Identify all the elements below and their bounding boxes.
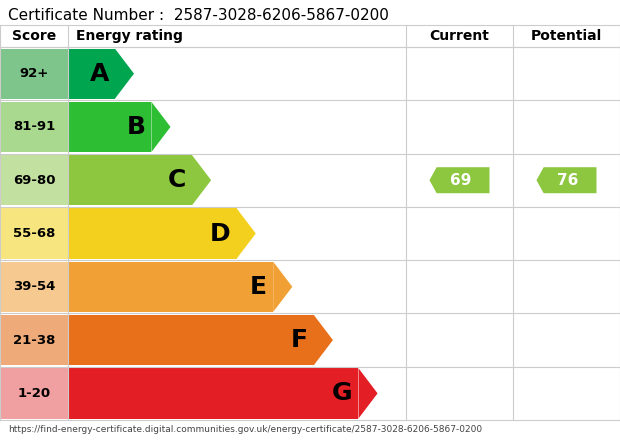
Bar [0,102,68,152]
Bar [513,207,620,260]
Text: https://find-energy-certificate.digital.communities.gov.uk/energy-certificate/25: https://find-energy-certificate.digital.… [8,425,482,434]
Text: Energy rating: Energy rating [76,29,183,43]
Polygon shape [273,262,292,312]
Bar [68,47,406,100]
Bar [406,260,513,313]
Polygon shape [192,155,211,205]
Bar [68,102,151,152]
Polygon shape [237,209,256,259]
Bar [0,155,68,205]
Bar [513,100,620,154]
Bar [406,313,513,367]
Bar [406,367,513,420]
Text: Certificate Number :  2587-3028-6206-5867-0200: Certificate Number : 2587-3028-6206-5867… [8,8,389,23]
Bar [68,100,406,154]
Text: 21-38: 21-38 [13,334,55,347]
Bar [513,47,620,100]
Bar [68,154,406,207]
Bar [513,154,620,207]
Text: Score: Score [12,29,56,43]
Text: 39-54: 39-54 [13,280,55,293]
Text: G: G [332,381,353,405]
Text: 92+: 92+ [19,67,48,80]
Bar [68,209,237,259]
Text: Current: Current [430,29,489,43]
Bar [68,48,115,99]
Text: E: E [250,275,267,299]
Text: 69: 69 [450,173,472,188]
Bar [0,262,68,312]
Bar [0,368,68,418]
Bar [513,313,620,367]
Polygon shape [115,48,134,99]
Bar [68,260,406,313]
Bar [68,313,406,367]
Bar [513,260,620,313]
Text: 69-80: 69-80 [13,174,55,187]
Text: B: B [126,115,146,139]
Bar [68,315,314,365]
Bar [0,48,68,99]
Bar [406,154,513,207]
Text: C: C [167,168,186,192]
Bar [0,315,68,365]
Text: D: D [210,221,231,246]
Text: 76: 76 [557,173,578,188]
Bar [68,368,358,418]
Bar [406,47,513,100]
Text: 81-91: 81-91 [13,121,55,133]
Text: F: F [291,328,308,352]
Polygon shape [314,315,333,365]
Text: 55-68: 55-68 [13,227,55,240]
Bar [68,367,406,420]
Bar [68,207,406,260]
Text: A: A [89,62,109,86]
Text: 1-20: 1-20 [17,387,51,400]
Bar [406,207,513,260]
Bar [513,367,620,420]
Bar [406,100,513,154]
Bar [68,155,192,205]
Polygon shape [430,167,490,193]
Bar [0,209,68,259]
Bar [0,25,620,47]
Polygon shape [151,102,171,152]
Polygon shape [536,167,596,193]
Polygon shape [358,368,378,418]
Text: Potential: Potential [531,29,602,43]
Bar [68,262,273,312]
